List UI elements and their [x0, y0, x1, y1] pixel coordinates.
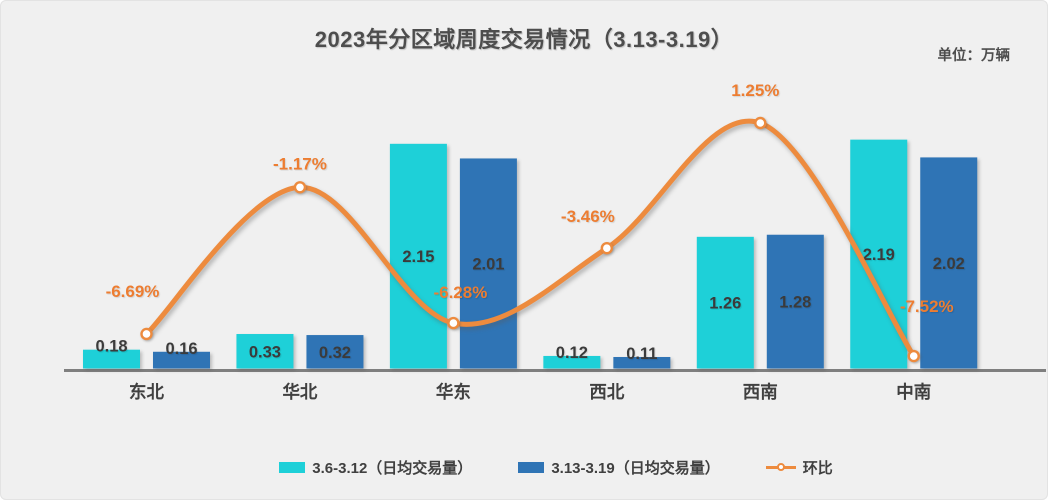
bar-value-label: 0.32 [319, 344, 351, 362]
line-point-5 [907, 349, 920, 363]
category-label-4: 西南 [743, 382, 778, 402]
bar-week1-3 [543, 355, 601, 369]
bar-week2-3 [613, 357, 671, 369]
bar-week1-2 [389, 143, 447, 369]
bar-value-label: 2.02 [933, 255, 965, 273]
bar-week2-0 [153, 351, 210, 369]
line-point-2 [447, 316, 460, 330]
bar-week1-4 [696, 236, 754, 369]
legend: 3.6-3.12（日均交易量） 3.13-3.19（日均交易量） 环比 [32, 452, 1048, 482]
percent-label: -3.46% [561, 207, 615, 226]
chart-title: 2023年分区域周度交易情况（3.13-3.19） [314, 27, 734, 52]
percent-label: -6.28% [433, 283, 487, 302]
legend-swatch-week1-icon [279, 461, 306, 473]
category-label-5: 中南 [896, 382, 931, 402]
bar-week2-2 [459, 158, 517, 369]
line-point-0 [140, 327, 153, 341]
bar-week2-4 [766, 234, 824, 369]
legend-item-ratio: 环比 [765, 457, 833, 478]
legend-line-marker-icon [765, 462, 796, 473]
unit-label: 单位：万辆 [937, 48, 1011, 64]
category-label-0: 东北 [129, 382, 164, 402]
x-axis-line [64, 369, 1046, 372]
percent-label: -7.52% [900, 297, 954, 316]
legend-label-ratio: 环比 [802, 459, 833, 477]
bar-week2-1 [306, 335, 364, 369]
bar-value-label: 2.01 [472, 255, 504, 273]
line-point-4 [754, 116, 767, 130]
legend-item-week1: 3.6-3.12（日均交易量） [279, 457, 472, 478]
bar-week1-1 [236, 334, 294, 369]
bar-value-label: 0.16 [165, 340, 197, 358]
category-label-2: 华东 [436, 382, 471, 402]
percent-label: 1.25% [731, 81, 779, 100]
bar-value-label: 2.15 [402, 248, 434, 266]
bar-value-label: 1.26 [709, 295, 741, 313]
bar-week2-5 [920, 157, 978, 369]
bar-value-label: 2.19 [863, 246, 895, 264]
legend-item-week2: 3.13-3.19（日均交易量） [518, 457, 720, 478]
bar-value-label: 1.28 [779, 294, 811, 312]
category-label-3: 西北 [589, 382, 624, 402]
legend-swatch-week2-icon [518, 461, 545, 473]
legend-dot-icon [776, 463, 785, 471]
line-point-3 [600, 241, 614, 255]
bar-value-label: 0.11 [626, 345, 657, 363]
category-label-1: 华北 [282, 382, 317, 402]
line-point-1 [293, 181, 307, 194]
bar-value-label: 0.18 [95, 338, 127, 356]
percent-label: -6.69% [106, 282, 160, 301]
percent-label: -1.17% [273, 154, 327, 173]
legend-label-week1: 3.6-3.12（日均交易量） [312, 459, 473, 477]
bar-value-label: 0.33 [249, 343, 281, 361]
legend-label-week2: 3.13-3.19（日均交易量） [551, 459, 720, 477]
ratio-line [144, 118, 917, 359]
bar-value-label: 0.12 [556, 344, 588, 362]
bar-week1-0 [83, 349, 140, 369]
